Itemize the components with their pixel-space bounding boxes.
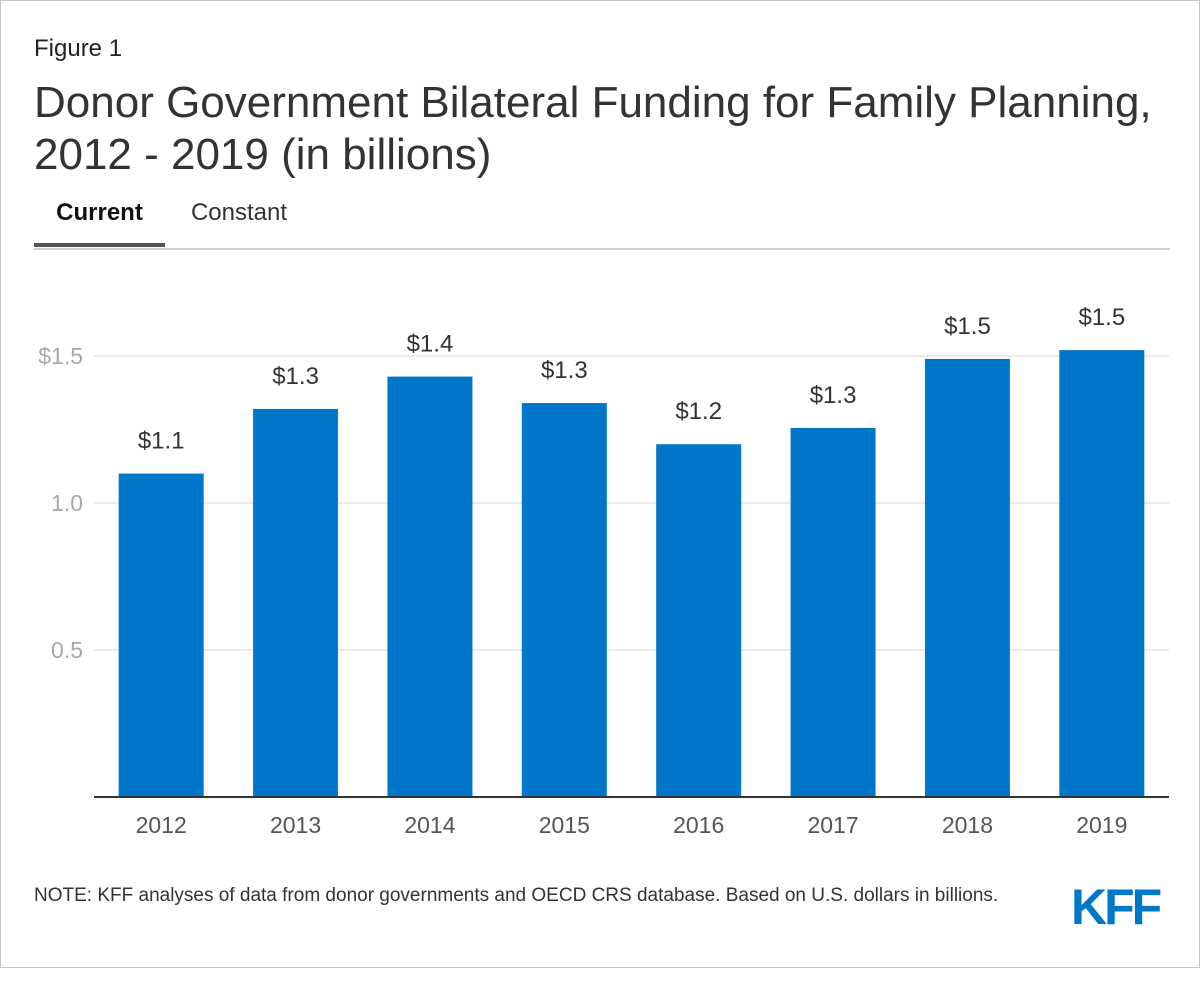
- bar: [118, 473, 204, 797]
- data-label: $1.3: [272, 363, 319, 390]
- bar: [1059, 350, 1145, 797]
- tab-divider: [34, 248, 1170, 250]
- data-label: $1.1: [138, 428, 185, 455]
- x-tick-label: 2014: [404, 812, 455, 838]
- data-label: $1.3: [810, 382, 857, 409]
- y-tick-label: 0.5: [51, 637, 83, 663]
- tab-bar: Current Constant: [34, 199, 1170, 250]
- data-label: $1.4: [407, 331, 454, 358]
- x-tick-label: 2018: [942, 812, 993, 838]
- y-tick-label: 1.0: [51, 490, 83, 516]
- bar-chart: 0.5 1.0 $1.5 $1.1 2012 $1.3 2013 $1.4 2014 $1.3 20…: [38, 304, 1169, 838]
- bar: [521, 403, 607, 797]
- source-note: NOTE: KFF analyses of data from donor go…: [34, 885, 999, 906]
- figure-label: Figure 1: [34, 35, 123, 62]
- x-tick-label: 2015: [539, 812, 590, 838]
- x-tick-label: 2017: [807, 812, 858, 838]
- bar: [656, 444, 742, 797]
- data-label: $1.3: [541, 357, 588, 384]
- x-tick-label: 2016: [673, 812, 724, 838]
- kff-logo: KFF: [1071, 884, 1164, 928]
- data-label: $1.5: [1078, 304, 1125, 331]
- data-label: $1.2: [675, 398, 722, 425]
- x-tick-label: 2012: [136, 812, 187, 838]
- tab-constant[interactable]: Constant: [190, 199, 288, 226]
- y-tick-label: $1.5: [38, 343, 83, 369]
- bar: [790, 428, 876, 797]
- tab-current[interactable]: Current: [34, 199, 165, 247]
- bar: [253, 408, 339, 797]
- bar: [387, 376, 473, 797]
- data-label: $1.5: [944, 313, 991, 340]
- kff-logo-text: KFF: [1071, 884, 1161, 928]
- x-tick-label: 2019: [1076, 812, 1127, 838]
- bar: [924, 358, 1010, 797]
- x-tick-label: 2013: [270, 812, 321, 838]
- chart-title: Donor Government Bilateral Funding for F…: [34, 78, 1152, 179]
